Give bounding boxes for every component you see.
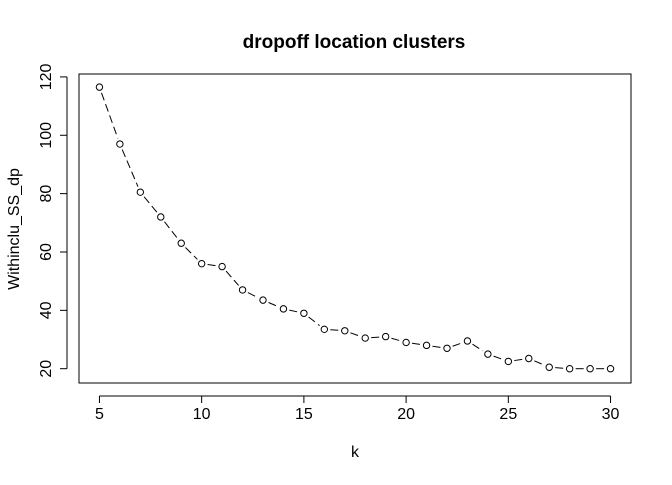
plot-frame: [78, 73, 632, 384]
series-line-segment: [308, 316, 320, 327]
data-point: [238, 286, 247, 294]
series-line-segment: [432, 345, 442, 348]
y-tick-label: 80: [38, 185, 55, 203]
x-tick-label: 10: [193, 406, 211, 423]
data-point: [402, 338, 410, 347]
data-point: [443, 344, 451, 352]
data-point: [136, 188, 145, 196]
series-line-segment: [391, 337, 401, 342]
series-points: [95, 83, 615, 373]
x-axis: 5 10 15 20 25 30: [95, 395, 620, 423]
y-axis-label: Withinclu_SS_dp: [6, 168, 23, 290]
data-point: [525, 354, 533, 363]
data-point: [606, 365, 615, 373]
x-tick-label: 30: [602, 406, 620, 423]
series-line-segment: [514, 358, 523, 362]
data-point: [381, 332, 390, 341]
x-tick-label: 20: [397, 406, 415, 423]
y-axis: 20 40 60 80 100 120: [38, 63, 68, 378]
data-point: [259, 296, 267, 304]
data-point: [361, 334, 369, 342]
y-tick-label: 100: [38, 122, 55, 149]
series-line-segment: [472, 343, 484, 352]
data-point: [320, 325, 329, 334]
data-point: [586, 365, 594, 373]
series-line-segment: [371, 336, 380, 339]
chart-title: dropoff location clusters: [243, 32, 466, 53]
data-point: [545, 363, 553, 371]
series-line-segment: [164, 221, 178, 239]
data-point: [177, 239, 185, 247]
x-axis-label: k: [351, 444, 360, 461]
series-line-segment: [452, 342, 462, 347]
series-line-segment: [289, 309, 299, 313]
x-tick-label: 5: [95, 406, 104, 423]
data-point: [95, 83, 104, 91]
x-tick-label: 25: [499, 406, 517, 423]
data-point: [300, 309, 308, 317]
data-point: [197, 259, 206, 268]
series-line-segment: [143, 196, 158, 213]
series-line-segment: [330, 329, 339, 331]
series-line-segment: [185, 247, 198, 260]
series-line-segment: [350, 332, 360, 337]
data-point: [341, 327, 349, 335]
y-tick-label: 20: [38, 360, 55, 378]
series-line-segment: [268, 302, 279, 307]
series-line-segment: [101, 92, 119, 139]
series-line-segment: [555, 367, 564, 369]
data-point: [422, 341, 431, 350]
data-point: [565, 365, 574, 373]
series-line-segment: [534, 360, 544, 366]
series-line-segment: [247, 292, 258, 298]
x-tick-label: 15: [295, 406, 313, 423]
series-line-segment: [207, 264, 217, 267]
data-point: [218, 262, 226, 271]
y-tick-label: 40: [38, 301, 55, 319]
data-point: [116, 140, 124, 148]
y-tick-label: 60: [38, 243, 55, 261]
data-point: [157, 213, 165, 221]
data-point: [484, 350, 492, 358]
y-tick-label: 120: [38, 63, 55, 90]
series-line-segment: [225, 270, 239, 286]
series-line-segments: [101, 92, 605, 370]
series-line-segment: [493, 355, 503, 360]
data-point: [504, 357, 513, 366]
series-line-segment: [411, 342, 421, 346]
series-line-segment: [121, 149, 139, 187]
data-point: [463, 337, 472, 345]
data-point: [279, 305, 288, 313]
